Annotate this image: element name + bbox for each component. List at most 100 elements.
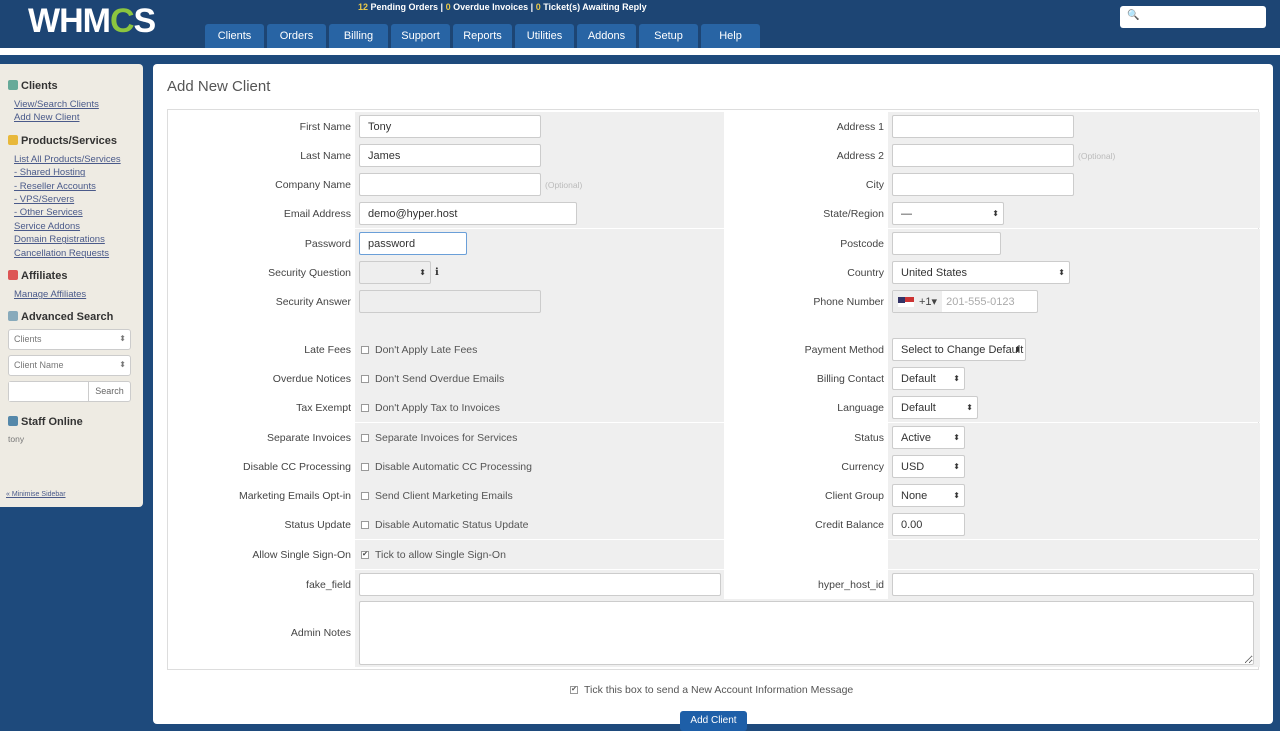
state-select-value: — [901,207,912,220]
state-select[interactable]: — [892,202,1004,225]
country-code-dropdown[interactable]: +1 ▾ [893,291,943,312]
address2-input[interactable] [892,144,1074,167]
separate-invoices-checkbox[interactable] [361,433,369,442]
payment-method-select[interactable]: Select to Change Default [892,338,1026,361]
disable-cc-text: Disable Automatic CC Processing [375,460,532,473]
nav-reports[interactable]: Reports [453,24,512,48]
sidebar-search-button[interactable]: Search [95,386,124,397]
status-update-checkbox[interactable] [361,520,369,529]
form-row: Security Question ℹ Country United State… [168,258,1260,287]
security-question-select[interactable] [359,261,431,284]
minimise-sidebar-link[interactable]: « Minimise Sidebar [6,491,66,498]
link-shared-hosting[interactable]: - Shared Hosting [14,167,86,179]
security-answer-input[interactable] [359,290,541,313]
status-select[interactable]: Active [892,426,965,449]
heading-text: Staff Online [21,416,83,429]
tax-exempt-checkbox[interactable] [361,403,369,412]
whmcs-logo[interactable]: WHMCS [28,2,156,40]
currency-field: USD [888,452,1260,481]
first_name-label: First Name [299,120,351,133]
credit-balance-input[interactable]: 0.00 [892,513,965,536]
fake-field-input[interactable] [359,573,721,596]
password-input[interactable]: password [359,232,467,255]
tax-exempt-text: Don't Apply Tax to Invoices [375,401,500,414]
country-select[interactable]: United States [892,261,1070,284]
sidebar-search-input[interactable] [9,382,89,402]
single-sign-on-checkbox[interactable]: ✔ [361,550,369,559]
nav-addons[interactable]: Addons [577,24,636,48]
last-name-input[interactable]: James [359,144,541,167]
company-input[interactable] [359,173,541,196]
link-cancellation-requests[interactable]: Cancellation Requests [14,247,110,259]
security_answer-field [355,287,724,316]
currency-select[interactable]: USD [892,455,965,478]
overdue-notices-text: Don't Send Overdue Emails [375,372,505,385]
phone-input[interactable]: +1 ▾ 201-555-0123 [892,290,1038,313]
city-input[interactable] [892,173,1074,196]
overdue-count[interactable]: 0 [445,2,451,12]
group-field: None [888,481,1260,510]
overdue-field: Don't Send Overdue Emails [355,364,724,393]
nav-billing[interactable]: Billing [329,24,388,48]
language-select[interactable]: Default [892,396,978,419]
link-manage-affiliates[interactable]: Manage Affiliates [14,289,87,301]
email-input[interactable]: demo@hyper.host [359,202,577,225]
client-group-select[interactable]: None [892,484,965,507]
password-label: Password [304,237,351,250]
link-other-services[interactable]: - Other Services [14,207,83,219]
form-row: Admin Notes [168,599,1260,667]
marketing-field: Send Client Marketing Emails [355,481,724,510]
box-icon [8,134,18,145]
tickets-count[interactable]: 0 [535,2,541,12]
currency-select-value: USD [901,460,925,473]
disable-cc-checkbox[interactable] [361,462,369,471]
staff-icon [8,416,18,427]
pending-orders-link[interactable]: Pending Orders [370,2,439,12]
payment-field: Select to Change Default [888,335,1260,364]
send-message-option[interactable]: ✔ Tick this box to send a New Account Inf… [568,684,853,696]
late-fees-checkbox[interactable] [361,345,369,354]
link-domain-registrations[interactable]: Domain Registrations [14,234,105,246]
info-icon[interactable]: ℹ [435,267,439,278]
postcode-input[interactable] [892,232,1001,255]
link-service-addons[interactable]: Service Addons [14,220,81,232]
state-label: State/Region [823,207,884,220]
search-field-select[interactable]: Client Name [8,355,131,377]
search-type-select[interactable]: Clients [8,329,131,351]
marketing-emails-checkbox[interactable] [361,491,369,500]
cc-label: Disable CC Processing [243,460,351,473]
link-reseller-accounts[interactable]: - Reseller Accounts [14,180,96,192]
add-client-button[interactable]: Add Client [680,711,747,731]
sidebar: Clients View/Search Clients Add New Clie… [0,64,143,507]
nav-support[interactable]: Support [391,24,450,48]
link-add-new-client[interactable]: Add New Client [14,112,80,124]
single-sign-on-text: Tick to allow Single Sign-On [375,548,506,561]
overdue-notices-checkbox[interactable] [361,374,369,383]
address1-input[interactable] [892,115,1074,138]
main-nav: Clients Orders Billing Support Reports U… [205,24,760,48]
link-vps-servers[interactable]: - VPS/Servers [14,194,75,206]
overdue-link[interactable]: Overdue Invoices [453,2,529,12]
hyper-host-id-input[interactable] [892,573,1254,596]
link-view-search-clients[interactable]: View/Search Clients [14,99,99,110]
admin-notes-textarea[interactable] [359,601,1254,665]
company-field: (Optional) [355,170,724,199]
sso-field: ✔ Tick to allow Single Sign-On [355,540,724,569]
status-select-value: Active [901,431,931,444]
nav-help[interactable]: Help [701,24,760,48]
tickets-link[interactable]: Ticket(s) Awaiting Reply [543,2,647,12]
country-select-value: United States [901,266,968,279]
billing-contact-select[interactable]: Default [892,367,965,390]
nav-orders[interactable]: Orders [267,24,326,48]
security_question-field: ℹ [355,258,724,287]
link-all-products[interactable]: List All Products/Services [14,153,121,165]
nav-utilities[interactable]: Utilities [515,24,574,48]
nav-clients[interactable]: Clients [205,24,264,48]
nav-setup[interactable]: Setup [639,24,698,48]
send-message-checkbox[interactable]: ✔ [570,686,578,694]
first-name-input[interactable]: Tony [359,115,541,138]
heading-text: Affiliates [21,270,68,283]
header-search-input[interactable] [1120,6,1266,28]
first_name-field: Tony [355,112,724,141]
pending-orders-count[interactable]: 12 [358,2,369,12]
